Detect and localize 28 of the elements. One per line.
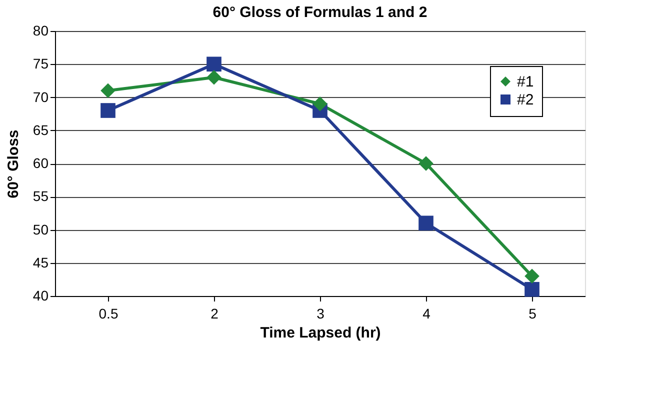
chart-title: 60° Gloss of Formulas 1 and 2 [212,4,428,21]
y-tick-label: 80 [32,22,49,38]
point [524,268,540,284]
x-axis-title: Time Lapsed (hr) [260,324,381,342]
point [100,103,116,118]
legend-label: #1 [517,74,534,90]
point [418,216,434,231]
legend-label: #2 [517,92,534,108]
y-axis-title: 60° Gloss [4,130,22,198]
y-tick-label: 70 [32,88,49,105]
point [418,156,434,171]
y-tick-label: 60 [32,155,49,171]
x-tick-label: 5 [528,306,537,322]
point [312,96,328,112]
point [524,282,540,297]
y-tick-label: 65 [32,122,49,138]
point [206,70,222,85]
x-tick-label: 3 [316,306,325,322]
point [206,56,222,72]
y-tick-label: 75 [32,56,49,72]
x-tick-label: 0.5 [98,306,118,322]
x-tick-label: 4 [422,306,431,322]
y-tick-label: 40 [32,288,49,304]
y-tick-label: 45 [32,254,49,270]
y-tick-label: 55 [32,188,49,204]
y-tick-label: 50 [32,221,49,238]
x-tick-label: 2 [210,306,219,322]
point [100,83,116,98]
